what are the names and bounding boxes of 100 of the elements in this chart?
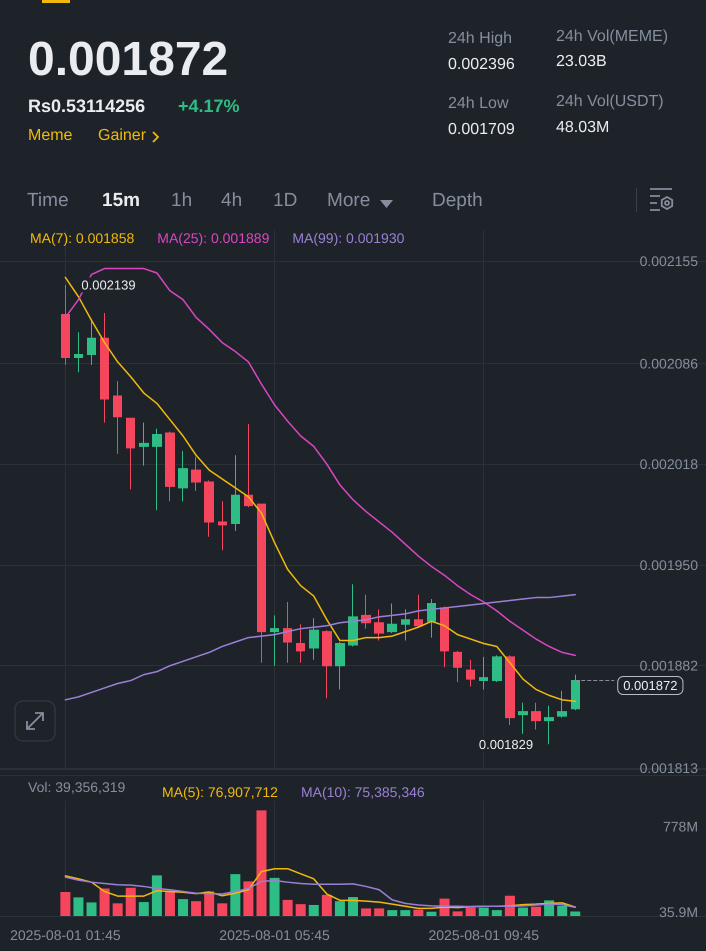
text: 48.03M: [556, 119, 610, 136]
candlestick: [231, 454, 240, 532]
bar: [334, 901, 345, 916]
candlestick: [544, 705, 554, 745]
line-series: [64, 594, 576, 701]
ref-line-label: 0.001872: [623, 678, 678, 694]
candlestick: [244, 424, 253, 508]
bar: [348, 897, 358, 916]
candlestick: [518, 702, 528, 734]
candlestick: [492, 654, 502, 683]
text: 23.03B: [556, 53, 607, 70]
candlestick: [257, 504, 266, 664]
bar: [570, 912, 580, 916]
x-tick-label: 2025-08-01 05:45: [219, 927, 330, 943]
candlestick: [152, 428, 162, 511]
text: 0.001709: [448, 121, 515, 138]
candlestick: [374, 608, 384, 642]
bar: [126, 888, 136, 916]
bar: [452, 911, 463, 916]
text: MA(5): 76,907,712: [162, 784, 278, 800]
candlestick: [218, 500, 227, 551]
text: +4.17%: [178, 96, 240, 116]
bar: [361, 908, 372, 916]
annotation: 0.001829: [478, 736, 534, 752]
candlestick: [126, 418, 135, 490]
candlestick: [557, 690, 567, 718]
y-tick-label: 0.002018: [640, 456, 698, 472]
bar: [387, 910, 398, 916]
candlestick: [466, 659, 475, 687]
bar: [217, 903, 228, 916]
bar: [466, 908, 476, 916]
candlestick: [74, 332, 83, 373]
candlestick: [204, 480, 214, 538]
text: MA(10): 75,385,346: [300, 784, 425, 800]
candlestick: [270, 614, 279, 666]
bar: [86, 902, 97, 916]
text: 24h High: [448, 30, 512, 47]
x-tick-label: 2025-08-01 09:45: [428, 927, 540, 943]
bar: [270, 878, 280, 916]
text: 24h Vol(MEME): [556, 28, 668, 45]
bar: [73, 897, 84, 916]
bar: [60, 892, 70, 916]
text: Gainer: [98, 127, 146, 144]
line-series: [64, 876, 576, 908]
text: 1h: [171, 190, 192, 211]
bar: [518, 908, 528, 916]
text: MA(99): 0.001930: [292, 230, 405, 246]
bar: [178, 899, 188, 916]
bar: [112, 903, 123, 916]
text: Meme: [28, 127, 72, 144]
y-tick-label: 0.001882: [640, 658, 698, 674]
bar: [191, 901, 202, 916]
annotation: 0.002139: [81, 277, 136, 292]
bar: [322, 894, 332, 916]
candlestick: [165, 431, 175, 502]
bar: [296, 904, 306, 916]
candlestick: [100, 312, 109, 424]
x-tick-label: 2025-08-01 01:45: [10, 927, 121, 943]
y-tick-label: 0.002086: [640, 355, 698, 372]
bar: [531, 906, 542, 916]
y-tick-label: 778M: [662, 818, 698, 835]
bar: [164, 892, 175, 916]
bar: [138, 902, 149, 916]
line-series: [64, 868, 576, 910]
bar: [243, 881, 254, 916]
candlestick: [113, 380, 122, 454]
candlestick: [479, 656, 488, 690]
text: Rs0.53114256: [28, 96, 146, 116]
bar: [152, 875, 162, 916]
text: 0.001872: [28, 33, 228, 86]
candlestick: [61, 284, 70, 366]
candlestick: [87, 318, 96, 366]
candlestick: [401, 608, 410, 642]
bar: [557, 906, 568, 916]
candlestick: [531, 702, 541, 730]
candlestick: [440, 606, 449, 668]
candlestick: [427, 598, 436, 638]
candlestick: [322, 630, 332, 699]
text: 15m: [102, 190, 140, 211]
text: 4h: [221, 190, 242, 211]
text: Vol: 39,356,319: [28, 779, 126, 795]
y-tick-label: 35.9M: [659, 904, 698, 920]
text: More: [327, 190, 370, 211]
candlestick: [335, 642, 345, 690]
bar: [492, 910, 502, 916]
bar: [426, 912, 436, 916]
bar: [400, 910, 410, 916]
candlestick: [309, 618, 319, 660]
series-label: MA(25): 0.001889: [157, 230, 270, 246]
y-tick-label: 0.002155: [640, 253, 698, 270]
text: Time: [27, 190, 69, 211]
candlestick: [414, 594, 423, 628]
bar: [478, 908, 489, 916]
text: 24h Low: [448, 95, 508, 112]
text: 1D: [273, 190, 298, 211]
bar: [100, 888, 110, 916]
text: Depth: [432, 190, 483, 211]
bar: [256, 810, 266, 916]
y-tick-label: 0.001813: [640, 760, 698, 776]
candlestick: [348, 584, 358, 647]
